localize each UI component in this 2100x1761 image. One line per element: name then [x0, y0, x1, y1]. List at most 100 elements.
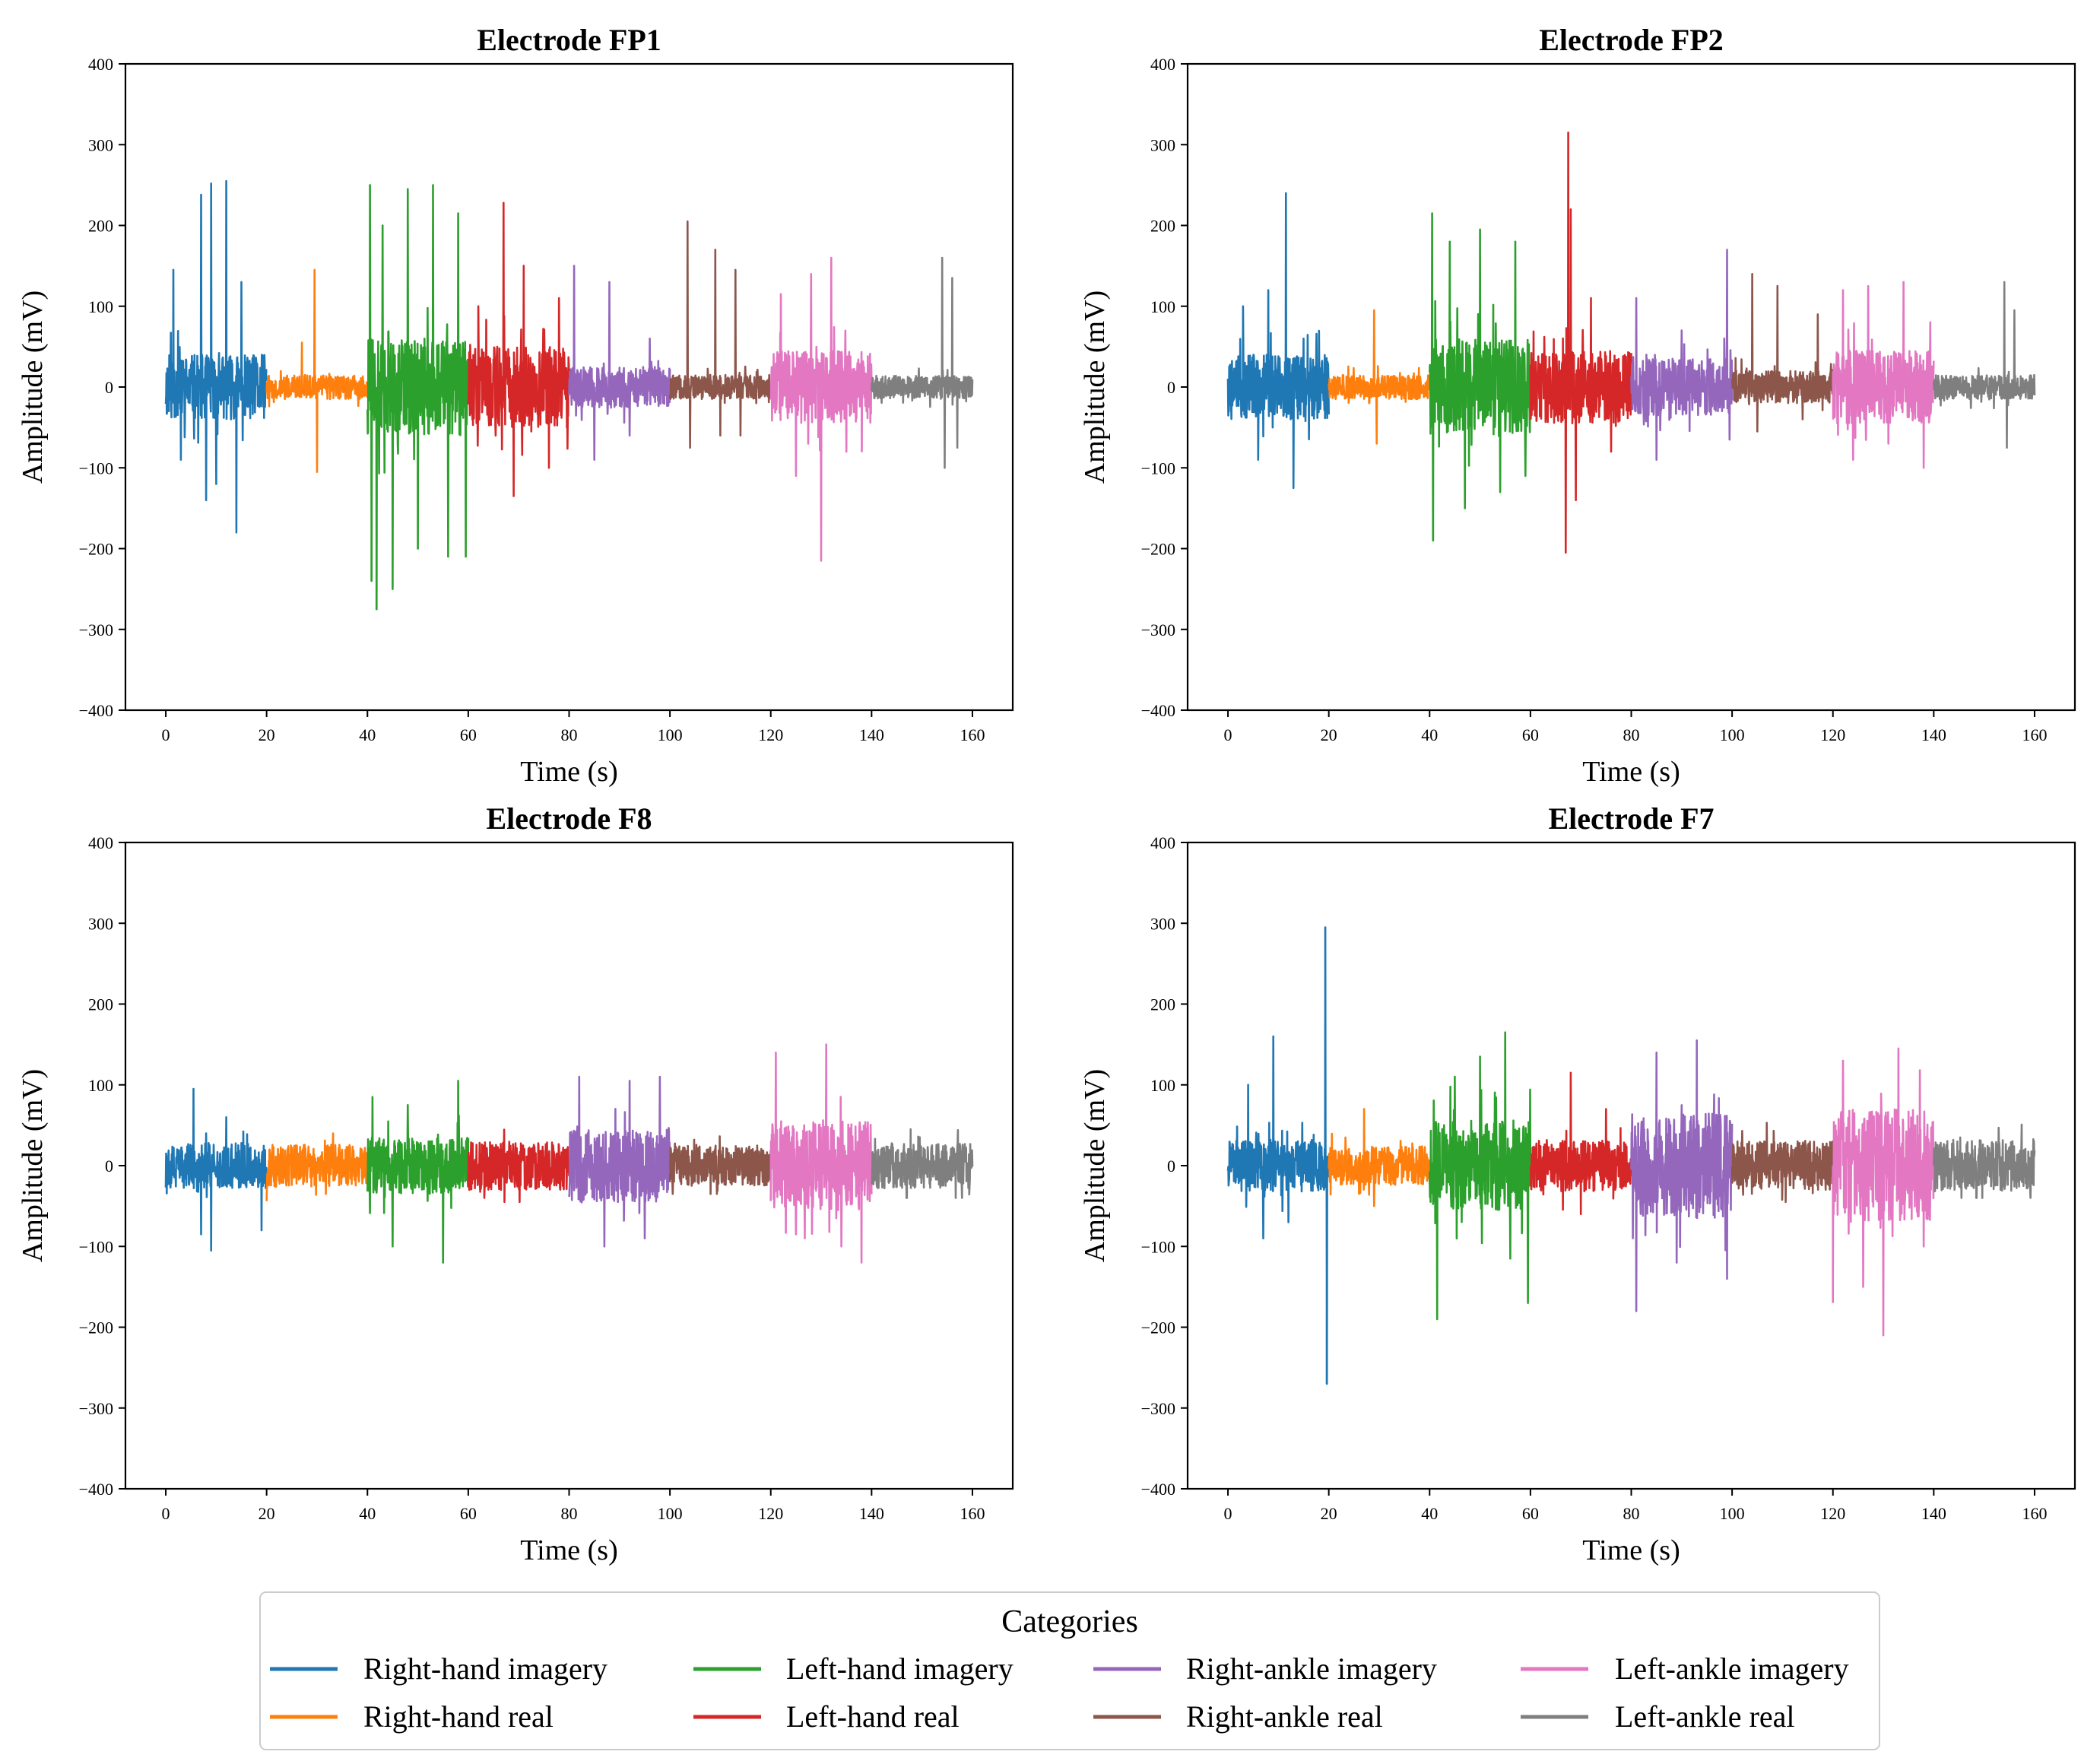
x-tick-label: 140 [1921, 725, 1946, 744]
series-group [1226, 926, 2036, 1385]
x-tick-label: 140 [859, 725, 884, 744]
y-tick-label: −300 [79, 620, 113, 639]
series-line [164, 1087, 268, 1252]
series-line [668, 1135, 772, 1195]
x-tick-label: 40 [359, 725, 376, 744]
series-group [164, 179, 974, 611]
y-tick-label: −200 [79, 1318, 113, 1337]
y-tick-label: 300 [1150, 135, 1175, 154]
series-line [1832, 281, 1935, 469]
x-tick-label: 60 [460, 1504, 477, 1523]
x-tick-label: 0 [162, 725, 170, 744]
series-line [1529, 132, 1632, 554]
x-tick-label: 160 [2022, 725, 2047, 744]
y-tick-label: 100 [1150, 297, 1175, 316]
x-tick-label: 0 [162, 1504, 170, 1523]
y-tick-label: 100 [1150, 1076, 1175, 1095]
x-axis-label: Time (s) [1582, 1534, 1680, 1566]
y-tick-label: 400 [88, 833, 113, 852]
y-tick-label: 300 [88, 135, 113, 154]
y-tick-label: 0 [105, 378, 113, 397]
legend-label: Right-ankle imagery [1186, 1652, 1437, 1686]
series-line [1630, 1039, 1734, 1312]
y-tick-label: 300 [88, 914, 113, 933]
x-tick-label: 160 [960, 725, 985, 744]
legend-label: Left-hand imagery [786, 1652, 1014, 1686]
x-tick-label: 120 [758, 725, 783, 744]
y-tick-label: 400 [1150, 833, 1175, 852]
x-tick-label: 20 [259, 725, 275, 744]
series-line [1328, 1108, 1431, 1207]
series-line [769, 256, 873, 562]
y-tick-label: 400 [1150, 55, 1175, 74]
x-tick-label: 100 [1720, 725, 1745, 744]
y-tick-label: 200 [1150, 217, 1175, 236]
series-line [871, 256, 974, 469]
chart-title: Electrode F7 [1548, 801, 1714, 836]
y-axis-label: Amplitude (mV) [17, 290, 49, 484]
x-tick-label: 40 [359, 1504, 376, 1523]
series-line [1730, 1122, 1834, 1204]
chart-panel: Electrode F8 0 20 40 60 80 100 120 140 160 −400 −30… [17, 801, 1014, 1566]
x-tick-label: 140 [1921, 1504, 1946, 1523]
y-tick-label: −100 [79, 1237, 113, 1256]
series-line [1933, 1123, 2036, 1199]
series-group [1226, 132, 2036, 554]
x-tick-label: 80 [561, 1504, 578, 1523]
series-line [1730, 273, 1834, 433]
y-tick-label: −200 [1141, 1318, 1175, 1337]
y-tick-label: −400 [79, 701, 113, 720]
x-tick-label: 80 [561, 725, 578, 744]
series-line [265, 268, 369, 473]
series-group [164, 1043, 974, 1264]
y-tick-label: −300 [1141, 1399, 1175, 1418]
x-axis-label: Time (s) [520, 1534, 617, 1566]
x-tick-label: 100 [658, 725, 683, 744]
x-tick-label: 20 [1321, 725, 1337, 744]
series-line [1630, 249, 1734, 461]
y-tick-label: 100 [88, 1076, 113, 1095]
x-tick-label: 40 [1421, 1504, 1438, 1523]
series-line [1226, 926, 1330, 1385]
x-axis-label: Time (s) [520, 756, 617, 788]
x-tick-label: 60 [1522, 725, 1539, 744]
x-tick-label: 120 [1820, 725, 1845, 744]
y-tick-label: −300 [1141, 620, 1175, 639]
x-tick-label: 100 [1720, 1504, 1745, 1523]
x-tick-label: 140 [859, 1504, 884, 1523]
y-tick-label: −400 [1141, 1480, 1175, 1499]
x-tick-label: 20 [259, 1504, 275, 1523]
y-tick-label: −200 [79, 540, 113, 559]
series-line [467, 1128, 570, 1204]
series-line [769, 1043, 873, 1264]
series-line [1529, 1071, 1632, 1216]
series-line [164, 179, 268, 534]
legend-label: Left-ankle imagery [1615, 1652, 1849, 1686]
x-tick-label: 0 [1224, 725, 1232, 744]
chart-title: Electrode FP2 [1539, 23, 1724, 57]
series-line [1226, 192, 1330, 490]
x-tick-label: 80 [1623, 725, 1640, 744]
chart-title: Electrode F8 [486, 801, 652, 836]
y-axis-label: Amplitude (mV) [1079, 290, 1111, 484]
x-tick-label: 100 [658, 1504, 683, 1523]
y-axis-label: Amplitude (mV) [1079, 1069, 1111, 1262]
series-line [467, 201, 570, 497]
series-line [1933, 281, 2036, 449]
y-tick-label: −400 [79, 1480, 113, 1499]
series-line [1429, 212, 1532, 542]
x-tick-label: 80 [1623, 1504, 1640, 1523]
chart-panel: Electrode FP1 0 20 40 60 80 100 120 140 160 −400 −3… [17, 23, 1014, 788]
series-line [568, 265, 671, 461]
x-tick-label: 20 [1321, 1504, 1337, 1523]
x-tick-label: 120 [1820, 1504, 1845, 1523]
series-line [871, 1128, 974, 1199]
legend-frame [259, 1591, 1880, 1750]
legend-label: Right-ankle real [1186, 1699, 1383, 1734]
y-tick-label: −400 [1141, 701, 1175, 720]
series-line [668, 220, 772, 449]
series-line [1429, 1031, 1532, 1321]
y-tick-label: 300 [1150, 914, 1175, 933]
series-line [1328, 309, 1431, 445]
